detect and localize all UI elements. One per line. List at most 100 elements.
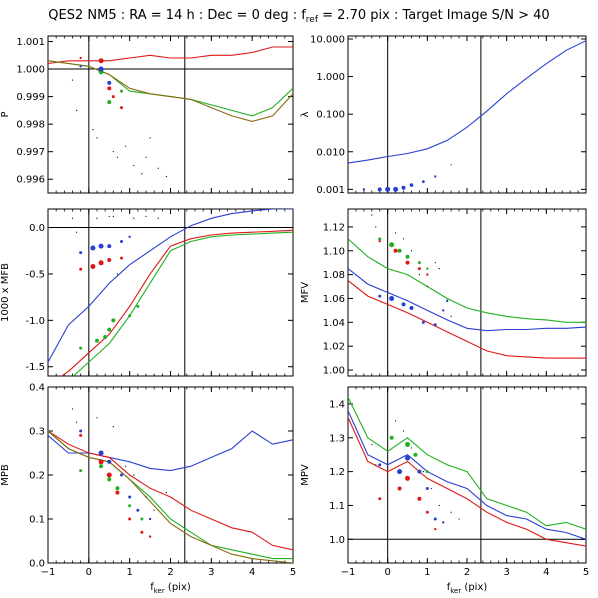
y-tick-label: 10.000 (310, 34, 345, 45)
data-point-blue (401, 185, 406, 190)
y-tick-label: -1.5 (25, 362, 45, 373)
y-axis-label: λ (300, 111, 311, 117)
series-line-blue (348, 410, 586, 540)
y-axis-label: P (0, 111, 11, 117)
data-point-green (413, 452, 418, 457)
y-tick-label: -0.5 (25, 269, 45, 280)
data-point-red (120, 256, 123, 260)
y-tick-label: 1.2 (329, 467, 345, 478)
series-line-brown (48, 60, 293, 122)
data-point-red (90, 264, 96, 270)
data-point-red (425, 510, 429, 514)
y-tick-label: 0.0 (29, 223, 45, 234)
data-point-red (107, 258, 112, 263)
x-tick-label: 1 (126, 567, 132, 578)
x-tick-label: 5 (290, 567, 296, 578)
y-tick-label: 1.08 (323, 270, 345, 281)
plot-area (348, 387, 586, 563)
y-tick-label: 1.02 (323, 342, 345, 353)
plot-frame (347, 208, 587, 377)
data-point-green (107, 327, 112, 332)
series-line-green (72, 231, 293, 376)
data-point-red (148, 535, 152, 538)
x-label-main: f (150, 582, 154, 593)
panel-mfv: 1.00 1.02 1.04 1.06 1.08 1.10 1.12 MFV (300, 208, 587, 377)
data-point-black (450, 511, 452, 513)
y-tick-label: 1.10 (323, 246, 345, 257)
data-point-green (389, 435, 394, 440)
data-point-black (96, 217, 98, 219)
data-point-black (430, 487, 432, 490)
data-point-blue (425, 487, 429, 491)
data-point-blue (389, 295, 395, 301)
y-tick-label: 1.000 (316, 72, 345, 83)
x-tick-label: −1 (341, 567, 356, 578)
data-point-black (112, 151, 114, 153)
data-point-blue (378, 463, 382, 467)
data-point-black (124, 145, 127, 147)
data-point-green (111, 318, 116, 323)
plot-frame (47, 386, 294, 564)
y-tick-label: 0.0 (29, 559, 45, 570)
data-point-green (115, 486, 120, 491)
data-point-red (378, 497, 382, 501)
data-point-red (397, 486, 402, 491)
series-line-green (48, 430, 293, 560)
data-point-red (98, 58, 104, 64)
series-line-red (48, 430, 293, 551)
data-point-black (395, 420, 397, 422)
data-point-green (426, 267, 429, 270)
data-point-black (165, 492, 168, 494)
data-point-green (128, 314, 132, 318)
data-point-black (371, 443, 373, 446)
y-tick-label: -1.0 (25, 316, 45, 327)
data-point-green (79, 346, 83, 350)
data-point-black (458, 518, 460, 520)
data-point-red (405, 475, 410, 481)
x-label-subscript: ker (450, 587, 461, 595)
data-point-blue (98, 243, 104, 249)
plot-area (48, 36, 293, 193)
data-point-black (145, 496, 147, 498)
data-point-black (375, 464, 377, 466)
data-point-red (378, 240, 381, 243)
data-point-blue (442, 309, 445, 312)
data-point-red (98, 260, 104, 266)
x-tick-label: 1 (424, 567, 430, 578)
data-point-black (371, 214, 373, 216)
data-point-blue (79, 429, 83, 433)
data-point-green (107, 100, 112, 105)
data-point-black (402, 430, 405, 432)
figure-title: QES2 NM5 : RA = 14 h : Dec = 0 deg : fre… (48, 8, 549, 25)
data-point-blue (433, 323, 437, 327)
series-line-blue (348, 268, 586, 332)
data-point-blue (107, 459, 112, 464)
data-point-black (410, 447, 413, 449)
y-tick-label: 1.00 (323, 366, 345, 377)
y-tick-label: 0.001 (316, 185, 345, 196)
data-point-blue (120, 473, 123, 477)
data-point-black (157, 217, 159, 219)
data-point-red (393, 248, 398, 253)
panel-mfb: -1.5 -1.0 -0.5 0.0 1000 x MFB (0, 208, 294, 377)
data-point-red (98, 459, 104, 465)
data-point-black (157, 167, 159, 169)
data-point-red (107, 86, 112, 91)
data-point-green (405, 442, 410, 448)
data-point-red (115, 490, 120, 495)
y-tick-label: 0.4 (29, 383, 45, 394)
data-point-black (149, 137, 151, 139)
plot-area (48, 387, 293, 563)
data-point-green (99, 464, 104, 469)
data-point-black (112, 426, 114, 428)
data-point-blue (128, 495, 132, 499)
data-point-green (136, 304, 140, 308)
data-point-red (79, 56, 82, 60)
x-label-unit: (pix) (165, 582, 191, 593)
data-point-black (418, 274, 420, 276)
y-tick-label: 1.3 (329, 433, 345, 444)
x-tick-label: 5 (583, 567, 589, 578)
series-line-green (348, 238, 586, 323)
panel-p: 0.996 0.997 0.998 0.999 1.000 1.001 P (0, 35, 294, 194)
plot-area (348, 209, 586, 376)
